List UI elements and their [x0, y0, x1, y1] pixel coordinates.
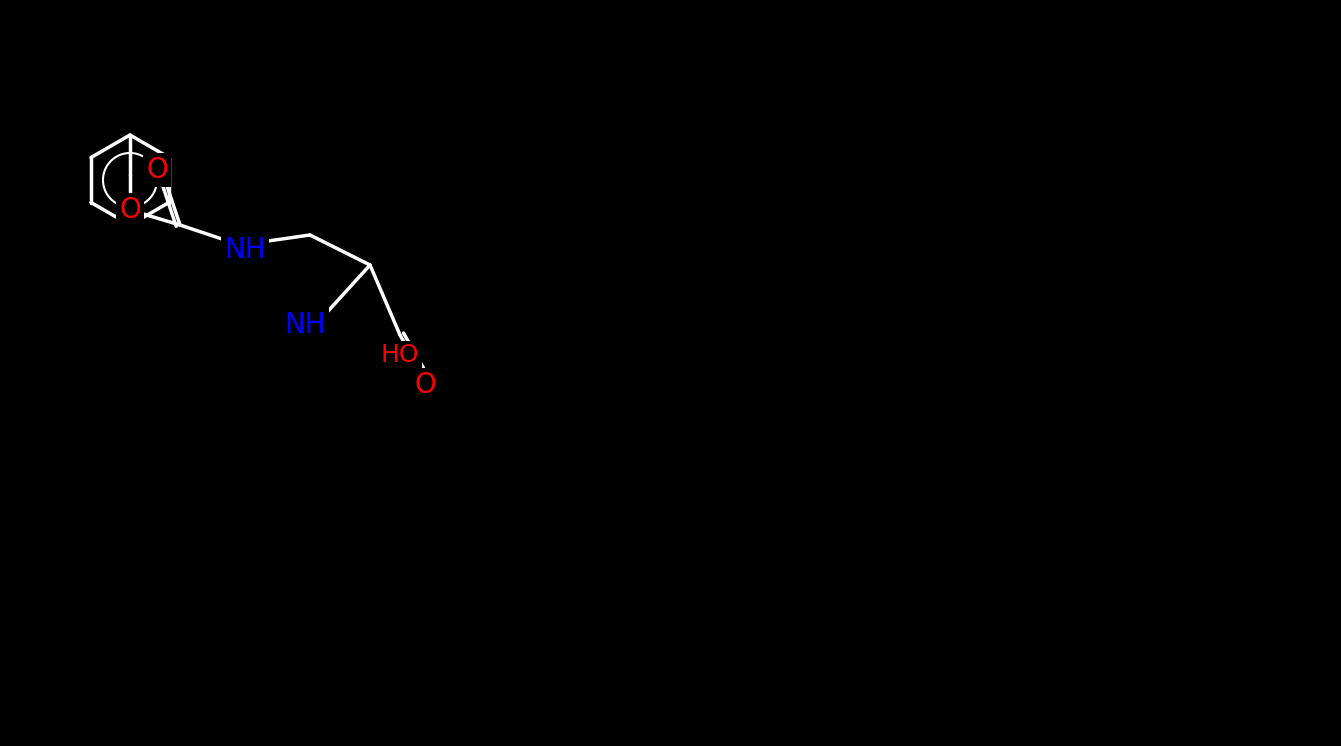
Text: HO: HO — [381, 343, 420, 367]
Text: NH: NH — [224, 236, 266, 264]
Text: NH: NH — [284, 311, 326, 339]
Text: O: O — [146, 156, 168, 184]
Text: O: O — [414, 371, 436, 399]
Text: O: O — [119, 196, 141, 224]
